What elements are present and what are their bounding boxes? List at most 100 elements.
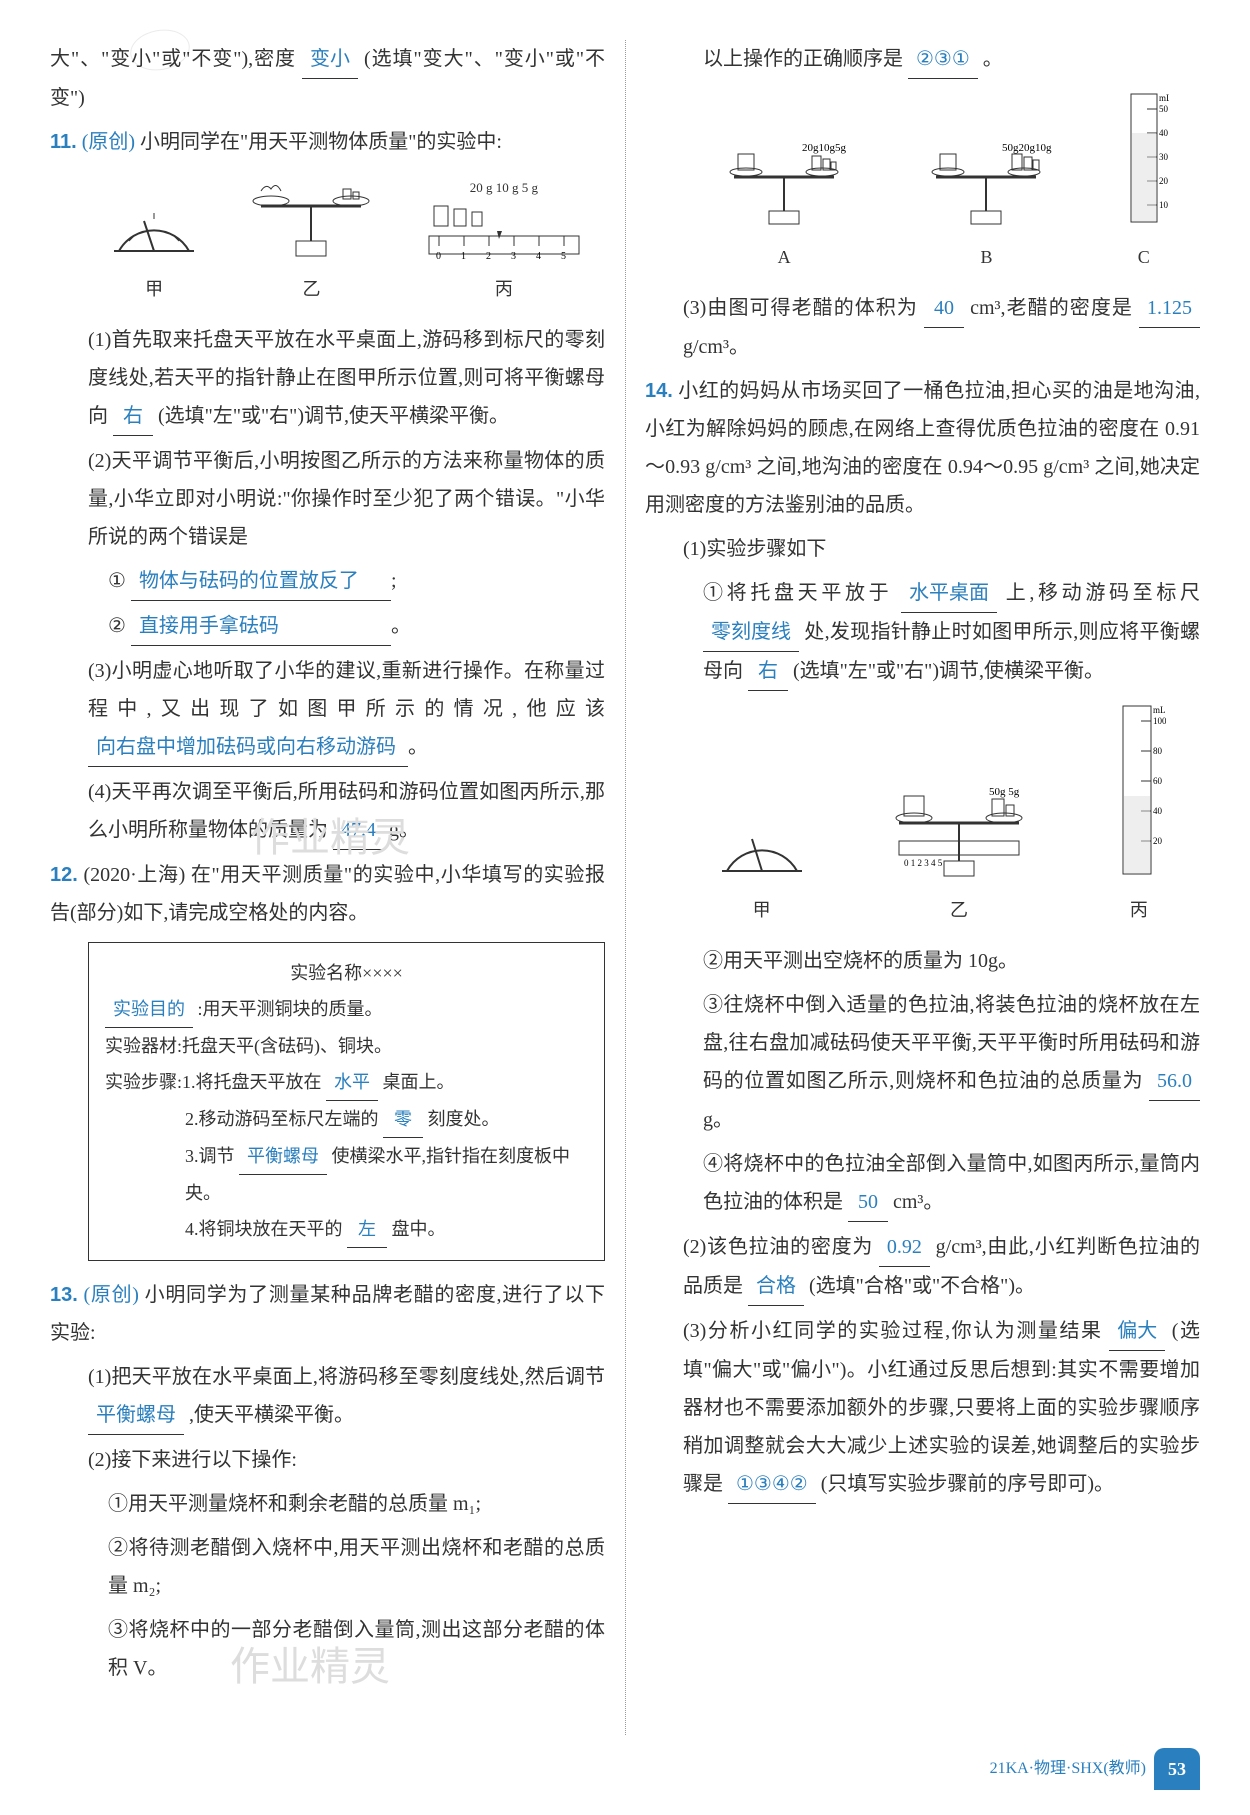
answer: 平衡螺母 [239, 1138, 327, 1175]
box-line4: 2.移动游码至标尺左端的 零 刻度处。 [105, 1101, 588, 1138]
answer: 平衡螺母 [88, 1396, 184, 1435]
column-divider [625, 40, 626, 1735]
text: 。 [983, 48, 1003, 70]
q14-figures: 甲 50g 5g 0 1 2 3 4 5 乙 [645, 701, 1200, 926]
answer: 40 [924, 289, 964, 328]
fig-label: C [1119, 240, 1169, 274]
answer: 直接用手拿砝码 [131, 607, 391, 646]
text: ④将烧杯中的色拉油全部倒入量筒中,如图丙所示,量筒内色拉油的体积是 [703, 1153, 1200, 1213]
q14-step2: ②用天平测出空烧杯的质量为 10g。 [645, 942, 1200, 980]
fig-cylinder-14: mL 100 80 60 40 20 丙 [1111, 701, 1166, 926]
svg-text:mL: mL [1159, 93, 1169, 103]
fig-balance-14: 50g 5g 0 1 2 3 4 5 乙 [874, 781, 1044, 926]
q13-order: 以上操作的正确顺序是 ②③① 。 [645, 40, 1200, 79]
question-source: (2020·上海) [83, 864, 185, 886]
text: cm³。 [893, 1191, 943, 1213]
text: :用天平测铜块的质量。 [198, 999, 383, 1019]
svg-text:20: 20 [1153, 836, 1163, 846]
answer: 零 [383, 1101, 423, 1138]
right-column: 以上操作的正确顺序是 ②③① 。 20g10g5g A [645, 40, 1200, 1765]
text: g。 [703, 1109, 733, 1131]
text: (选填"左"或"右")调节,使横梁平衡。 [793, 660, 1104, 682]
fig-label: 乙 [874, 893, 1044, 927]
svg-text:50g 5g: 50g 5g [989, 786, 1020, 798]
svg-text:50g20g10g: 50g20g10g [1002, 142, 1052, 154]
q11-figures: 甲 乙 20 g 10 g 5 g [50, 171, 605, 306]
q13-p3: (3)由图可得老醋的体积为 40 cm³,老醋的密度是 1.125 g/cm³。 [645, 289, 1200, 366]
answer: 水平桌面 [901, 574, 997, 613]
text: 上,移动游码至标尺 [1006, 582, 1200, 604]
svg-text:60: 60 [1153, 776, 1163, 786]
box-line5: 3.调节 平衡螺母 使横梁水平,指针指在刻度板中央。 [105, 1138, 588, 1211]
text: 以上操作的正确顺序是 [703, 48, 903, 70]
q12-report-box: 实验名称×××× 实验目的 :用天平测铜块的质量。 实验器材:托盘天平(含砝码)… [88, 942, 605, 1261]
q13-figures: 20g10g5g A 50g20g10g B [645, 89, 1200, 274]
box-line3: 实验步骤:1.将托盘天平放在 水平 桌面上。 [105, 1064, 588, 1101]
answer: 实验目的 [105, 991, 193, 1028]
answer: 0.92 [879, 1228, 930, 1267]
q11-p3: (3)小明虚心地听取了小华的建议,重新进行操作。在称量过程中,又出现了如图甲所示… [50, 652, 605, 767]
svg-text:40: 40 [1153, 806, 1163, 816]
answer: 1.125 [1139, 289, 1200, 328]
text: 小红的妈妈从市场买回了一桶色拉油,担心买的油是地沟油,小红为解除妈妈的顾虑,在网… [645, 380, 1200, 516]
fig-balance-b: 50g20g10g B [916, 139, 1056, 274]
q13-step1: ①用天平测量烧杯和剩余老醋的总质量 m₁; [50, 1485, 605, 1523]
answer: 50 [848, 1183, 888, 1222]
answer: 零刻度线 [703, 613, 799, 652]
box-title: 实验名称×××× [105, 955, 588, 991]
q13-p2-head: (2)接下来进行以下操作: [50, 1441, 605, 1479]
q14-step3: ③往烧杯中倒入适量的色拉油,将装色拉油的烧杯放在左盘,往右盘加减砝码使天平平衡,… [645, 986, 1200, 1139]
svg-text:30: 30 [1159, 152, 1169, 162]
q14-stem: 14. 小红的妈妈从市场买回了一桶色拉油,担心买的油是地沟油,小红为解除妈妈的顾… [645, 372, 1200, 524]
fig-balance-a: 20g10g5g A [714, 139, 854, 274]
box-line2: 实验器材:托盘天平(含砝码)、铜块。 [105, 1028, 588, 1064]
svg-text:80: 80 [1153, 746, 1163, 756]
text: ② [108, 615, 126, 637]
text: (1)把天平放在水平桌面上,将游码移至零刻度线处,然后调节 [88, 1366, 605, 1388]
text: 小明同学在"用天平测物体质量"的实验中: [140, 131, 502, 153]
text: ,使天平横梁平衡。 [189, 1404, 354, 1426]
q14-p3: (3)分析小红同学的实验过程,你认为测量结果 偏大 (选填"偏大"或"偏小")。… [645, 1312, 1200, 1504]
text: cm³,老醋的密度是 [970, 297, 1133, 319]
svg-text:100: 100 [1153, 716, 1166, 726]
answer: ①③④② [728, 1465, 816, 1504]
box-line6: 4.将铜块放在天平的 左 盘中。 [105, 1211, 588, 1248]
q11-stem: 11. (原创) 小明同学在"用天平测物体质量"的实验中: [50, 123, 605, 161]
svg-text:0 1 2 3 4 5: 0 1 2 3 4 5 [904, 858, 943, 868]
answer: 合格 [748, 1267, 804, 1306]
box-line1: 实验目的 :用天平测铜块的质量。 [105, 991, 588, 1028]
text: 3.调节 [185, 1146, 235, 1166]
q14-step4: ④将烧杯中的色拉油全部倒入量筒中,如图丙所示,量筒内色拉油的体积是 50 cm³… [645, 1145, 1200, 1222]
svg-text:10: 10 [1159, 200, 1169, 210]
text: (选填"左"或"右")调节,使天平横梁平衡。 [158, 405, 509, 427]
text: g/cm³。 [683, 336, 749, 358]
text: 大"、"变小"或"不变"),密度 [50, 48, 296, 70]
text: ①将托盘天平放于 [703, 582, 892, 604]
q13-p1: (1)把天平放在水平桌面上,将游码移至零刻度线处,然后调节 平衡螺母 ,使天平横… [50, 1358, 605, 1435]
svg-text:0: 0 [436, 251, 441, 261]
answer: 56.0 [1149, 1062, 1200, 1101]
answer: 左 [347, 1211, 387, 1248]
left-column: 大"、"变小"或"不变"),密度 变小 (选填"变大"、"变小"或"不变") 1… [50, 40, 605, 1765]
text: (2)该色拉油的密度为 [683, 1236, 873, 1258]
svg-text:4: 4 [536, 251, 541, 261]
fig-label: 丙 [1111, 893, 1166, 927]
q11-p1: (1)首先取来托盘天平放在水平桌面上,游码移到标尺的零刻度线处,若天平的指针静止… [50, 321, 605, 436]
answer: 向右盘中增加砝码或向右移动游码 [88, 728, 408, 767]
text: (3)由图可得老醋的体积为 [683, 297, 918, 319]
page-footer: 21KA·物理·SHX(教师) 53 [990, 1748, 1200, 1790]
svg-text:50: 50 [1159, 104, 1169, 114]
question-number: 13. [50, 1284, 78, 1306]
fig-ruler-weights: 20 g 10 g 5 g 0 1 2 3 4 5 丙 [424, 176, 584, 306]
svg-text:20: 20 [1159, 176, 1169, 186]
text: 2.移动游码至标尺左端的 [185, 1109, 379, 1129]
answer: 偏大 [1109, 1312, 1165, 1351]
q14-step1: ①将托盘天平放于 水平桌面 上,移动游码至标尺 零刻度线 处,发现指针静止时如图… [645, 574, 1200, 691]
question-number: 12. [50, 864, 78, 886]
fig-label: 甲 [717, 893, 807, 927]
text: ③往烧杯中倒入适量的色拉油,将装色拉油的烧杯放在左盘,往右盘加减砝码使天平平衡,… [703, 994, 1200, 1092]
fig-protractor: 甲 [109, 191, 199, 306]
q11-p2: (2)天平调节平衡后,小明按图乙所示的方法来称量物体的质量,小华立即对小明说:"… [50, 442, 605, 556]
fig-label: A [714, 240, 854, 274]
fig-balance: 乙 [241, 171, 381, 306]
